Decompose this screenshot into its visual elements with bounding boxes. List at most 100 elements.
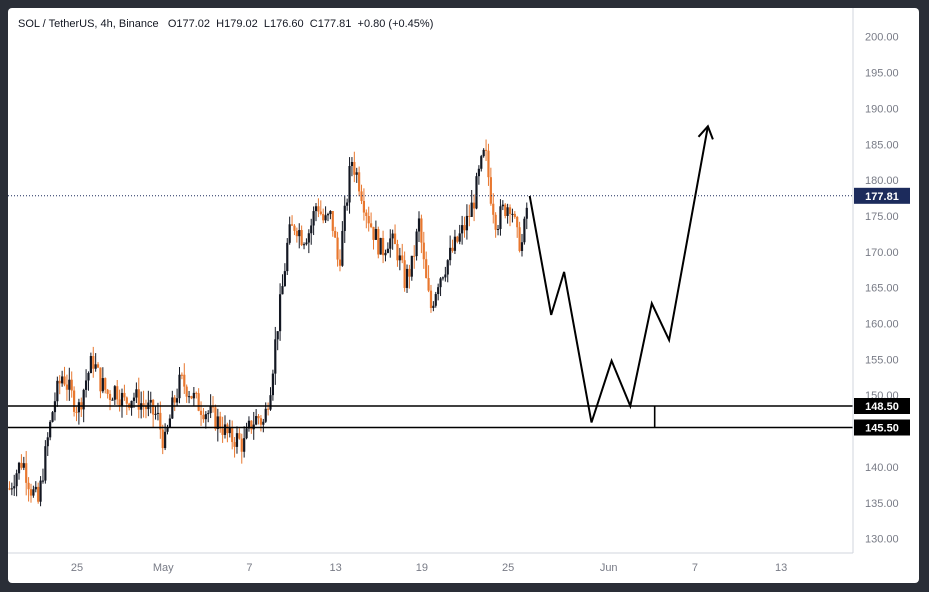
candle-body: [405, 268, 409, 288]
projection-arrow-head: [697, 124, 714, 140]
price-chart[interactable]: 200.00 195.00 190.00 185.00 180.00 175.00 170.…: [8, 8, 919, 583]
candle-body: [104, 378, 107, 390]
candle-body: [317, 206, 320, 212]
time-tick-label: 13: [330, 562, 342, 574]
candle-body: [233, 442, 236, 447]
candle-body: [300, 230, 303, 245]
candle-body: [449, 247, 452, 261]
candle-body: [262, 421, 265, 425]
candle-body: [75, 411, 78, 413]
candle-body: [29, 489, 33, 496]
candle-body: [310, 225, 313, 234]
price-tick-label: 200.00: [865, 32, 899, 44]
candle-body: [429, 290, 433, 308]
candle-body: [290, 224, 294, 226]
candle-body: [312, 211, 315, 226]
candle-body: [336, 237, 339, 260]
candle-body: [255, 416, 258, 425]
candle-body: [432, 305, 435, 308]
close-label: C: [309, 18, 318, 30]
price-tick-label: 180.00: [865, 175, 899, 187]
candle-body: [417, 218, 421, 232]
price-tick-label: 195.00: [865, 68, 899, 80]
candle-body: [154, 413, 157, 415]
candle-body: [410, 255, 413, 277]
price-tick-label: 135.00: [865, 498, 899, 510]
candle-body: [322, 213, 325, 221]
candle-body: [226, 424, 229, 434]
candle-body: [70, 379, 73, 391]
candle-body: [338, 259, 342, 266]
candle-body: [149, 399, 152, 403]
candle-body: [132, 397, 136, 401]
candle-body: [27, 482, 30, 490]
time-tick-label: 19: [416, 562, 428, 574]
candle-body: [408, 268, 411, 277]
candle-body: [204, 414, 207, 420]
candle-body: [37, 486, 40, 502]
change-value: +0.80 (+0.45%): [357, 18, 434, 30]
candle-body: [180, 374, 183, 376]
candle-body: [209, 406, 212, 414]
candle-body: [108, 393, 112, 400]
candle-body: [353, 161, 356, 175]
candle-body: [20, 462, 23, 468]
candle-body: [283, 271, 286, 287]
candle-body: [264, 408, 267, 422]
candle-body: [195, 392, 198, 394]
candle-body: [358, 172, 361, 192]
candle-body: [245, 428, 248, 439]
candle-body: [144, 406, 148, 410]
candle-body: [187, 396, 191, 398]
symbol-title: SOL / TetherUS, 4h, Binance: [18, 18, 159, 30]
high-label: H: [216, 18, 225, 30]
candle-body: [470, 202, 473, 217]
candle-body: [111, 399, 114, 401]
candle-body: [286, 242, 289, 272]
candle-body: [520, 242, 524, 251]
candle-body: [458, 233, 461, 242]
candle-body: [362, 200, 366, 213]
price-tick-label: 155.00: [865, 354, 899, 366]
candle-body: [101, 378, 104, 392]
candle-body: [257, 416, 260, 419]
candle-body: [511, 213, 514, 215]
candle-body: [214, 407, 217, 430]
candle-body: [329, 211, 332, 215]
candle-body: [355, 172, 358, 175]
candle-body: [120, 392, 124, 406]
candle-body: [137, 389, 140, 410]
price-tick-label: 185.00: [865, 139, 899, 151]
candle-body: [305, 242, 308, 245]
candle-body: [56, 380, 59, 402]
candle-body: [190, 396, 193, 399]
candle-body: [413, 255, 416, 257]
candle-body: [231, 427, 234, 443]
time-tick-label: 13: [775, 562, 787, 574]
price-tick-label: 175.00: [865, 211, 899, 223]
candle-body: [135, 389, 138, 398]
candle-body: [437, 287, 440, 295]
candle-body: [250, 420, 253, 430]
candle-body: [439, 278, 442, 288]
projection-path: [528, 126, 709, 423]
candle-body: [15, 473, 18, 487]
candle-body: [427, 278, 430, 291]
candle-body: [240, 438, 243, 452]
candle-body: [77, 402, 80, 413]
candle-body: [211, 406, 215, 408]
candle-body: [451, 247, 454, 251]
candle-body: [10, 488, 13, 490]
candle-body: [87, 372, 90, 381]
price-tick-label: 165.00: [865, 283, 899, 295]
candle-body: [278, 294, 282, 332]
candle-body: [65, 384, 69, 390]
candle-body: [152, 399, 155, 415]
low-value: 176.60: [270, 18, 304, 30]
candle-body: [207, 413, 210, 415]
price-tick-label: 170.00: [865, 247, 899, 259]
candle-body: [96, 364, 100, 368]
candle-body: [44, 446, 47, 481]
candle-body: [420, 218, 423, 243]
candle-body: [63, 376, 66, 385]
